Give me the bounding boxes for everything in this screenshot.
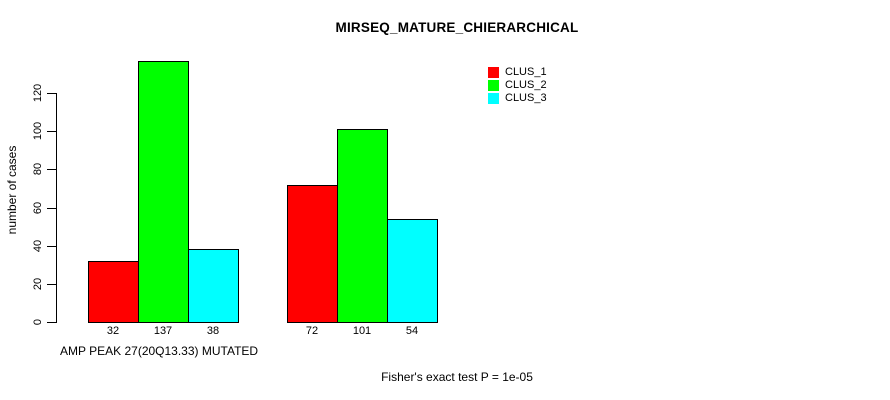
bar-value-label: 137: [153, 325, 173, 337]
legend: CLUS_1 CLUS_2 CLUS_3: [488, 66, 547, 105]
y-axis-tick: [47, 93, 56, 94]
legend-swatch-icon: [488, 80, 499, 91]
bar-value-label: 101: [352, 325, 372, 337]
y-axis-tick-label: 60: [32, 201, 44, 215]
x-axis-label: AMP PEAK 27(20Q13.33) MUTATED: [60, 344, 259, 358]
y-axis-tick: [47, 131, 56, 132]
y-axis-tick: [47, 284, 56, 285]
bar-value-label: 72: [305, 325, 319, 337]
bar-value-label: 38: [206, 325, 220, 337]
bar-clus_3-group-1: [188, 249, 239, 323]
legend-swatch-icon: [488, 93, 499, 104]
y-axis-tick: [47, 169, 56, 170]
y-axis-tick-label: 100: [32, 121, 44, 141]
bar-value-label: 32: [106, 325, 120, 337]
bar-clus_1-group-1: [88, 261, 139, 323]
y-axis-tick: [47, 246, 56, 247]
y-axis-tick: [47, 208, 56, 209]
chart-title: MIRSEQ_MATURE_CHIERARCHICAL: [335, 20, 579, 35]
legend-label: CLUS_1: [505, 66, 547, 78]
y-axis-tick-label: 40: [32, 239, 44, 253]
legend-entry-clus_1: CLUS_1: [488, 66, 547, 79]
y-axis-tick-label: 80: [32, 162, 44, 176]
y-axis-tick-label: 0: [32, 318, 44, 326]
legend-swatch-icon: [488, 67, 499, 78]
legend-label: CLUS_2: [505, 79, 547, 91]
y-axis-tick-label: 20: [32, 277, 44, 291]
bar-value-label: 54: [405, 325, 419, 337]
bar-clus_3-group-2: [387, 219, 438, 323]
bar-clus_2-group-1: [138, 61, 189, 323]
legend-label: CLUS_3: [505, 92, 547, 104]
legend-entry-clus_3: CLUS_3: [488, 92, 547, 105]
bar-clus_1-group-2: [287, 185, 338, 323]
legend-entry-clus_2: CLUS_2: [488, 79, 547, 92]
footnote-pvalue: Fisher's exact test P = 1e-05: [381, 370, 533, 384]
bar-clus_2-group-2: [337, 129, 388, 323]
y-axis-tick-label: 120: [32, 83, 44, 103]
y-axis-tick: [47, 322, 56, 323]
y-axis-label: number of cases: [5, 145, 19, 235]
y-axis-line: [56, 93, 57, 323]
